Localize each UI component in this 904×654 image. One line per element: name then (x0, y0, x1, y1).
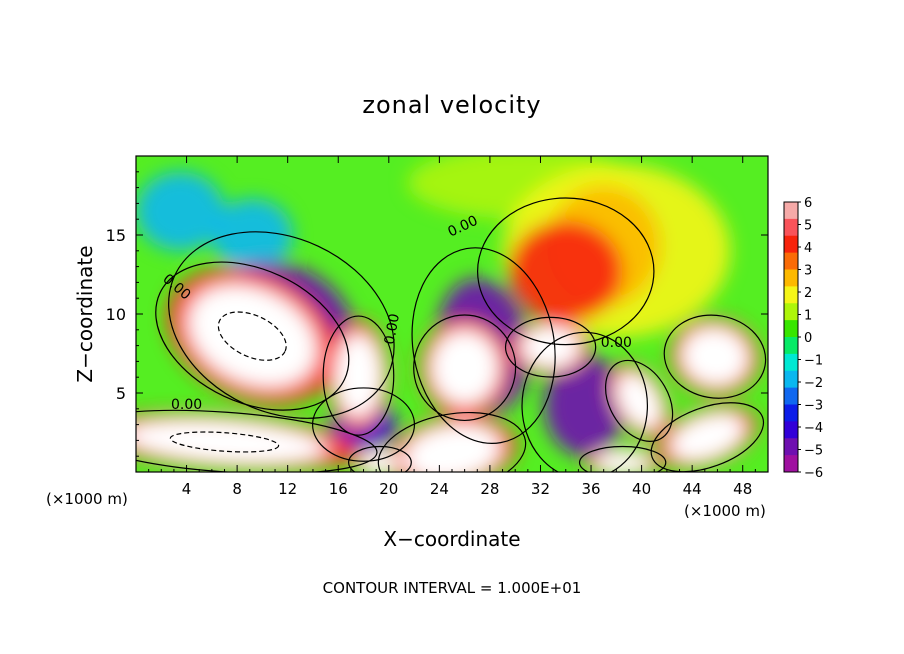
colorbar-swatch (784, 269, 798, 287)
colorbar-tick-label: −3 (804, 399, 823, 414)
contour-interval-footer: CONTOUR INTERVAL = 1.000E+01 (323, 579, 582, 597)
x-tick-label: 28 (480, 480, 499, 498)
colorbar-tick-label: 1 (804, 309, 812, 324)
y-tick-label: 10 (106, 305, 126, 324)
heatmap-cell (616, 373, 662, 429)
x-tick-label: 24 (430, 480, 449, 498)
x-axis-label: X−coordinate (383, 527, 520, 551)
x-unit-label-right: (×1000 m) (684, 502, 766, 520)
colorbar-tick-label: 3 (804, 264, 812, 279)
x-tick-label: 16 (329, 480, 348, 498)
heatmap-cell (431, 331, 498, 405)
colorbar-swatch (784, 252, 798, 270)
contour-line (322, 315, 395, 436)
colorbar-swatch (784, 387, 798, 405)
colorbar: 6 5 4 3 2 1 0 −1 −2 −3 −4 −5 −6 (783, 196, 823, 481)
colorbar-tick-label: 0 (804, 331, 812, 346)
contour-line (476, 197, 655, 346)
contour-line (521, 331, 648, 472)
heatmap-plot-area: 0.000.000.00 0.000.00 4 8 12 16 20 24 28 32 36 40 4… (106, 155, 769, 498)
heatmap-cell (335, 334, 382, 417)
colorbar-tick-label: 4 (804, 241, 812, 256)
colorbar-swatch (784, 303, 798, 321)
contour-label: 0.00 (382, 312, 403, 345)
heatmap-cell (508, 220, 623, 322)
contour-line (411, 247, 556, 444)
colorbar-swatch (784, 421, 798, 439)
heatmap-field (136, 156, 760, 472)
x-tick-label: 12 (278, 480, 297, 498)
contour-label: 0.00 (171, 397, 202, 413)
heatmap-cell (682, 328, 748, 386)
heatmap-cell (521, 326, 580, 368)
colorbar-tick-label: −4 (804, 421, 823, 436)
y-axis-label: Z−coordinate (73, 245, 97, 382)
contour-line (168, 231, 395, 419)
x-axis: 4 8 12 16 20 24 28 32 36 40 44 48 (148, 156, 756, 498)
x-tick-label: 32 (531, 480, 550, 498)
colorbar-tick-label: −2 (804, 376, 823, 391)
y-axis: 5 10 15 (106, 171, 768, 457)
colorbar-tick-label: −5 (804, 444, 823, 459)
contour-line (413, 314, 517, 422)
contour-line-dashed (217, 311, 287, 361)
colorbar-swatch (784, 370, 798, 389)
contour-line (348, 445, 412, 472)
x-unit-label-left: (×1000 m) (46, 490, 128, 508)
y-tick-label: 15 (106, 226, 126, 245)
colorbar-swatch (784, 218, 798, 237)
colorbar-swatch (784, 286, 798, 304)
y-tick-label: 5 (116, 384, 126, 403)
contour-line (377, 411, 527, 472)
contour-line-dashed (169, 431, 280, 453)
x-tick-label: 40 (632, 480, 651, 498)
x-tick-label: 36 (581, 480, 600, 498)
x-tick-label: 48 (733, 480, 752, 498)
colorbar-swatch (784, 202, 798, 220)
contour-line (663, 314, 767, 399)
heatmap-cell (136, 171, 225, 251)
colorbar-swatch (784, 337, 798, 355)
heatmap-cell (136, 420, 323, 464)
colorbar-tick-label: 6 (804, 196, 812, 211)
contour-line (504, 316, 597, 378)
contour-line (578, 445, 667, 472)
x-tick-label: 4 (182, 480, 192, 498)
contour-line (650, 402, 765, 472)
contour-label: 0.00 (601, 335, 632, 351)
colorbar-swatch (784, 404, 798, 422)
x-tick-label: 44 (683, 480, 702, 498)
heatmap-cell (544, 355, 626, 457)
x-tick-label: 20 (379, 480, 398, 498)
heatmap-cell (594, 451, 651, 472)
colorbar-tick-label: 2 (804, 286, 812, 301)
colorbar-swatch (784, 455, 798, 473)
contour-line (604, 359, 674, 442)
x-tick-label: 8 (232, 480, 242, 498)
colorbar-swatch (784, 320, 798, 338)
colorbar-swatch (784, 438, 798, 456)
colorbar-tick-label: 5 (804, 219, 812, 234)
contour-line (155, 261, 350, 411)
contour-line (311, 387, 416, 462)
colorbar-tick-label: −6 (804, 466, 823, 481)
colorbar-swatch (784, 353, 798, 372)
chart-title: zonal velocity (362, 91, 541, 119)
colorbar-tick-label: −1 (804, 354, 823, 369)
heatmap-cell (671, 413, 744, 461)
heatmap-cell (189, 286, 315, 387)
heatmap-cell (211, 198, 293, 272)
heatmap-cell (404, 425, 500, 472)
colorbar-swatch (784, 235, 798, 254)
